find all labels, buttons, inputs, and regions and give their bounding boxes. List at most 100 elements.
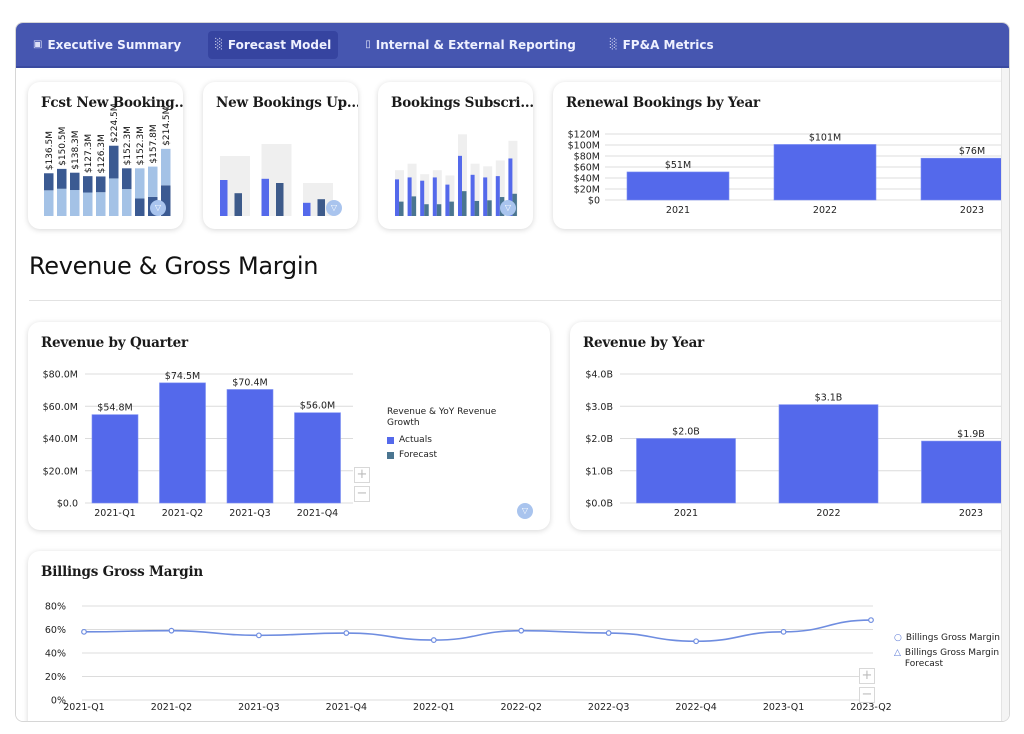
y-tick-label: 60%	[45, 625, 66, 636]
legend-title: Revenue & YoY Revenue Growth	[387, 407, 497, 428]
actual-bar	[458, 155, 462, 216]
data-label: $150.5M	[58, 127, 68, 166]
bar-segment-lower	[70, 190, 80, 216]
x-tick-label: 2022-Q4	[675, 702, 716, 713]
y-tick-label: $120M	[568, 130, 600, 141]
bar-segment-lower	[161, 185, 171, 216]
data-point	[168, 627, 175, 634]
data-point	[81, 628, 87, 635]
x-tick-label: 2021-Q1	[63, 702, 104, 713]
chart-icon: ░	[215, 39, 223, 50]
bar	[773, 144, 877, 201]
tab-label: Executive Summary	[47, 37, 182, 52]
filter-icon[interactable]: ▽	[517, 503, 533, 519]
y-tick-label: $60.0M	[43, 402, 78, 413]
data-point	[343, 630, 350, 636]
zoom-in-button[interactable]: +	[354, 467, 370, 483]
bar	[921, 440, 1009, 504]
data-label: $152.3M	[123, 126, 133, 165]
forecast-bar	[449, 201, 454, 216]
data-label: $136.5M	[45, 131, 55, 170]
y-tick-label: $40.0M	[43, 434, 78, 445]
tab-forecast-model[interactable]: ░ Forecast Model	[208, 30, 339, 59]
data-point	[868, 617, 874, 623]
filter-icon[interactable]: ▽	[500, 200, 516, 216]
bar	[636, 438, 736, 504]
bar-segment-lower	[57, 188, 67, 216]
bar-segment-upper	[135, 168, 145, 199]
actual-bar	[508, 158, 513, 216]
y-tick-label: $0.0	[57, 499, 78, 510]
forecast-bar	[317, 199, 325, 216]
actual-bar	[261, 178, 269, 216]
chart-bookings-subscription	[395, 134, 518, 216]
top-navigation: ▣ Executive Summary ░ Forecast Model ▯ Intern…	[16, 23, 1009, 68]
actual-bar	[420, 180, 425, 216]
y-tick-label: $80.0M	[43, 370, 78, 381]
legend-item-forecast[interactable]: Forecast	[387, 450, 517, 461]
bar-segment-upper	[122, 168, 132, 190]
report-icon: ▣	[33, 39, 43, 50]
data-point	[605, 630, 612, 636]
target-bar	[432, 170, 442, 216]
data-point	[780, 628, 787, 635]
legend-label: Actuals	[399, 435, 432, 445]
chart-renewal-bookings: $0$20M$40M$60M$80M$100M$120M $51M 2021 $101…	[568, 130, 1009, 216]
section-divider	[29, 300, 1009, 301]
y-tick-label: $1.0B	[585, 466, 613, 477]
x-tick-label: 2021-Q2	[151, 702, 192, 713]
x-tick-label: 2021-Q4	[297, 508, 338, 519]
card-fcst-new-bookings: Fcst New Booking... $136.5M $150.5M $138.3…	[28, 82, 183, 229]
tab-executive-summary[interactable]: ▣ Executive Summary	[26, 31, 188, 59]
actual-bar	[483, 177, 488, 216]
circle-icon: ○	[894, 633, 902, 643]
card-title: Revenue by Quarter	[41, 335, 188, 351]
x-tick-label: 2023	[960, 205, 984, 216]
zoom-out-button[interactable]: −	[859, 687, 875, 703]
zoom-in-button[interactable]: +	[859, 668, 875, 684]
legend-label: Forecast	[399, 450, 438, 460]
y-tick-label: $100M	[568, 141, 600, 152]
x-tick-label: 2023-Q2	[850, 702, 891, 713]
legend-item-actuals[interactable]: Actuals	[387, 435, 517, 446]
bar	[920, 157, 1009, 201]
data-label: $157.8M	[149, 124, 159, 163]
target-bar	[420, 174, 430, 216]
chart-new-bookings-up	[220, 144, 333, 216]
data-point	[518, 627, 525, 634]
filter-icon[interactable]: ▽	[326, 200, 342, 216]
x-tick-label: 2022-Q2	[500, 702, 541, 713]
y-tick-label: $0.0B	[585, 499, 613, 510]
chart-legend: Revenue & YoY Revenue Growth Actuals For…	[387, 407, 517, 465]
card-title: Revenue by Year	[583, 335, 705, 351]
filter-icon[interactable]: ▽	[150, 200, 166, 216]
card-bookings-subscription: Bookings Subscri... ▽	[378, 82, 533, 229]
tab-fp-a-metrics[interactable]: ░ FP&A Metrics	[603, 31, 721, 59]
legend-item-actuals[interactable]: ○ Billings Gross Margin Ac	[894, 633, 1009, 644]
zoom-out-button[interactable]: −	[354, 486, 370, 502]
x-tick-label: 2023	[959, 508, 983, 519]
tab-internal-external-reporting[interactable]: ▯ Internal & External Reporting	[358, 31, 583, 59]
card-title: Billings Gross Margin	[41, 564, 204, 580]
card-title: Fcst New Booking...	[41, 95, 183, 111]
card-revenue-by-year: Revenue by Year $0.0B $1.0B $2.0B $3.0B $4.0…	[570, 322, 1009, 530]
target-bar	[395, 170, 404, 216]
data-label: $2.0B	[672, 427, 700, 438]
x-tick-label: 2021	[674, 508, 698, 519]
scrollbar[interactable]	[1001, 68, 1009, 721]
y-tick-label: $2.0B	[585, 434, 613, 445]
data-label: $214.5M	[162, 107, 172, 146]
forecast-bar	[276, 183, 284, 216]
y-tick-label: $0	[588, 196, 600, 207]
y-tick-label: $3.0B	[585, 402, 613, 413]
bar-segment-upper	[70, 172, 80, 191]
x-tick-label: 2022-Q3	[588, 702, 629, 713]
actual-bar	[303, 202, 311, 216]
legend-item-forecast[interactable]: △ Billings Gross Margin Forecast	[894, 648, 1009, 670]
actual-bar	[395, 179, 399, 216]
chart-revenue-by-quarter: $0.0 $20.0M $40.0M $60.0M $80.0M $54.8M 2021-Q…	[43, 370, 353, 519]
legend-swatch	[387, 452, 394, 459]
target-bar	[495, 160, 505, 216]
target-bar	[445, 175, 455, 216]
bar-segment-lower	[83, 192, 93, 216]
